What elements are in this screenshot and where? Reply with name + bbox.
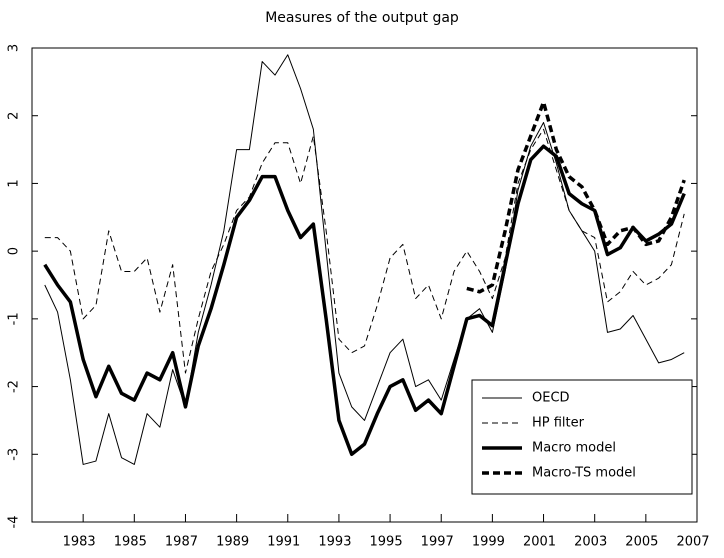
x-tick-label: 1987 xyxy=(165,535,198,550)
y-tick-label: -4 xyxy=(7,516,22,529)
y-tick-label: 0 xyxy=(7,247,22,255)
x-tick-label: 1983 xyxy=(63,535,96,550)
legend-box xyxy=(471,379,693,495)
series-line xyxy=(44,128,685,374)
series-line xyxy=(43,144,686,457)
y-tick-label: 2 xyxy=(7,112,22,120)
chart-title: Measures of the output gap xyxy=(265,10,459,26)
legend-label: Macro model xyxy=(532,441,616,456)
x-tick-label: 2003 xyxy=(574,535,607,550)
x-tick-label: 1985 xyxy=(114,535,147,550)
y-tick-label: -2 xyxy=(7,380,22,393)
x-tick-label: 1989 xyxy=(216,535,249,550)
plot-frame xyxy=(31,47,698,523)
series-line xyxy=(466,100,686,294)
x-tick-label: 2007 xyxy=(676,535,709,550)
x-tick-label: 2005 xyxy=(625,535,658,550)
x-tick-label: 1993 xyxy=(318,535,351,550)
x-tick-label: 1997 xyxy=(421,535,454,550)
x-tick-label: 2001 xyxy=(523,535,556,550)
legend-label: HP filter xyxy=(532,416,585,431)
y-tick-label: -1 xyxy=(7,312,22,325)
legend-label: Macro-TS model xyxy=(532,466,636,481)
x-tick-label: 1991 xyxy=(267,535,300,550)
legend-label: OECD xyxy=(532,391,570,406)
x-tick-label: 1995 xyxy=(370,535,403,550)
y-tick-label: 1 xyxy=(7,179,22,187)
y-tick-label: -3 xyxy=(7,448,22,461)
y-tick-label: 3 xyxy=(7,44,22,52)
x-tick-label: 1999 xyxy=(472,535,505,550)
